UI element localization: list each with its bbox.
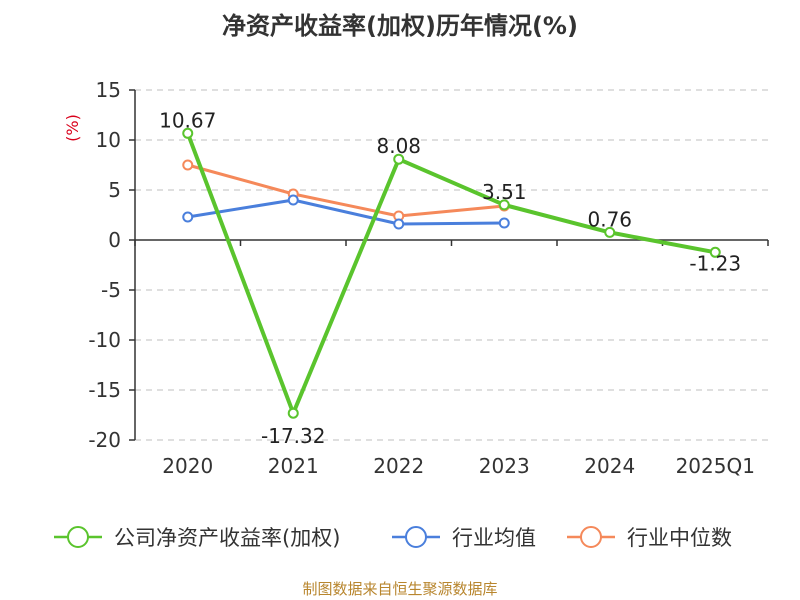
legend-swatch-marker bbox=[67, 526, 89, 548]
x-tick-label: 2021 bbox=[268, 454, 319, 478]
data-labels: 10.67 -17.32 8.08 3.51 0.76 -1.23 bbox=[159, 108, 741, 448]
legend-label: 公司净资产收益率(加权) bbox=[114, 526, 340, 550]
y-tick-label: 0 bbox=[108, 228, 121, 252]
legend-swatch-marker bbox=[580, 526, 602, 548]
data-label: 8.08 bbox=[376, 134, 421, 158]
series-line-0 bbox=[185, 132, 716, 416]
y-tick-label: 5 bbox=[108, 178, 121, 202]
x-tick-label: 2025Q1 bbox=[676, 454, 755, 478]
legend-label: 行业均值 bbox=[452, 526, 536, 550]
data-label: -17.32 bbox=[261, 424, 325, 448]
x-tick-label: 2022 bbox=[373, 454, 424, 478]
y-tick-label: -20 bbox=[88, 428, 121, 452]
data-label: 10.67 bbox=[159, 108, 216, 132]
legend-swatch-marker bbox=[405, 526, 427, 548]
series-point-0 bbox=[287, 407, 299, 419]
x-tick-label: 2020 bbox=[162, 454, 213, 478]
series-layer bbox=[182, 127, 721, 419]
series-point-0 bbox=[393, 153, 405, 165]
data-label: -1.23 bbox=[689, 251, 741, 275]
y-axis-label: (%) bbox=[63, 114, 82, 142]
source-note: 制图数据来自恒生聚源数据库 bbox=[302, 580, 497, 598]
series-point-0 bbox=[604, 226, 616, 238]
y-tick-label: 10 bbox=[96, 128, 121, 152]
chart-title: 净资产收益率(加权)历年情况(%) bbox=[222, 12, 578, 40]
gridlines bbox=[135, 89, 768, 441]
data-label: 3.51 bbox=[482, 180, 527, 204]
y-tick-label: 15 bbox=[96, 78, 121, 102]
series-point-2 bbox=[182, 159, 194, 171]
series-point-0 bbox=[498, 199, 510, 211]
series-point-0 bbox=[709, 246, 721, 258]
series-point-0 bbox=[182, 127, 194, 139]
series-point-1 bbox=[498, 217, 510, 229]
data-label: 0.76 bbox=[587, 207, 632, 231]
series-point-1 bbox=[393, 218, 405, 230]
y-tick-label: -5 bbox=[101, 278, 121, 302]
y-tick-label: -10 bbox=[88, 328, 121, 352]
legend: 公司净资产收益率(加权) 行业均值 行业中位数 bbox=[54, 526, 732, 550]
axes: 15 10 5 0 -5 -10 -15 -20 2020 2021 2022 2023 2024 202… bbox=[88, 78, 769, 478]
series-point-1 bbox=[182, 211, 194, 223]
legend-label: 行业中位数 bbox=[627, 526, 732, 550]
x-tick-label: 2024 bbox=[584, 454, 635, 478]
x-tick-label: 2023 bbox=[479, 454, 530, 478]
series-line-1 bbox=[187, 198, 505, 226]
series-point-1 bbox=[287, 194, 299, 206]
y-tick-label: -15 bbox=[88, 378, 121, 402]
series-line-2 bbox=[187, 163, 505, 218]
